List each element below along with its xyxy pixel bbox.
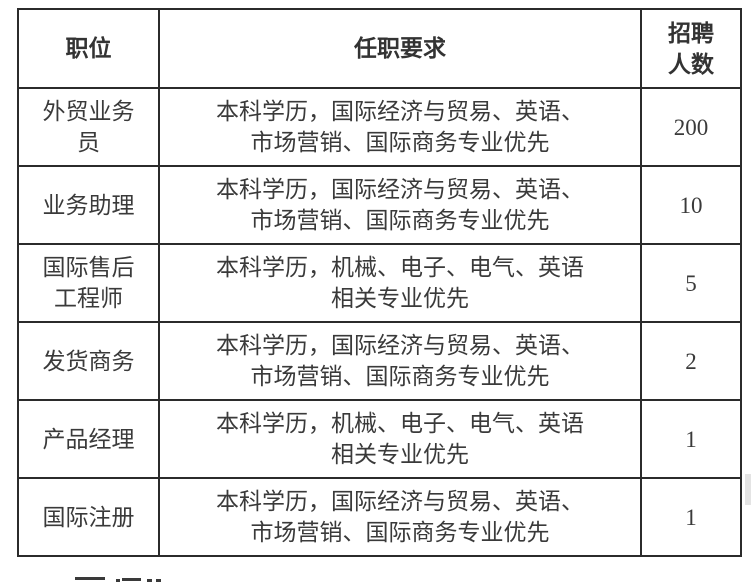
table-row: 业务助理 本科学历，国际经济与贸易、英语、 市场营销、国际商务专业优先 10 — [17, 165, 742, 245]
glyph-fragment — [147, 579, 152, 582]
requirements-cell: 本科学历，国际经济与贸易、英语、 市场营销、国际商务专业优先 — [158, 477, 642, 557]
position-cell: 外贸业务 员 — [17, 87, 160, 167]
table-row: 产品经理 本科学历，机械、电子、电气、英语 相关专业优先 1 — [17, 399, 742, 479]
recruitment-table: 职位 任职要求 招聘 人数 外贸业务 员 本科学历，国际经济与贸易、英语、 市场… — [17, 8, 742, 557]
requirements-cell: 本科学历，国际经济与贸易、英语、 市场营销、国际商务专业优先 — [158, 321, 642, 401]
position-cell: 国际注册 — [17, 477, 160, 557]
count-cell: 5 — [640, 243, 742, 323]
requirements-cell: 本科学历，国际经济与贸易、英语、 市场营销、国际商务专业优先 — [158, 87, 642, 167]
table-row: 外贸业务 员 本科学历，国际经济与贸易、英语、 市场营销、国际商务专业优先 20… — [17, 87, 742, 167]
table-row: 国际售后 工程师 本科学历，机械、电子、电气、英语 相关专业优先 5 — [17, 243, 742, 323]
table-header-row: 职位 任职要求 招聘 人数 — [17, 8, 742, 89]
count-cell: 1 — [640, 399, 742, 479]
requirements-cell: 本科学历，机械、电子、电气、英语 相关专业优先 — [158, 399, 642, 479]
count-cell: 2 — [640, 321, 742, 401]
position-cell: 产品经理 — [17, 399, 160, 479]
header-requirements: 任职要求 — [158, 8, 642, 89]
count-cell: 10 — [640, 165, 742, 245]
header-position: 职位 — [17, 8, 160, 89]
table-row: 国际注册 本科学历，国际经济与贸易、英语、 市场营销、国际商务专业优先 1 — [17, 477, 742, 557]
count-cell: 1 — [640, 477, 742, 557]
position-cell: 国际售后 工程师 — [17, 243, 160, 323]
table-row: 发货商务 本科学历，国际经济与贸易、英语、 市场营销、国际商务专业优先 2 — [17, 321, 742, 401]
position-cell: 业务助理 — [17, 165, 160, 245]
requirements-cell: 本科学历，国际经济与贸易、英语、 市场营销、国际商务专业优先 — [158, 165, 642, 245]
position-cell: 发货商务 — [17, 321, 160, 401]
glyph-fragment — [75, 577, 105, 580]
glyph-fragment — [116, 579, 120, 582]
requirements-cell: 本科学历，机械、电子、电气、英语 相关专业优先 — [158, 243, 642, 323]
count-cell: 200 — [640, 87, 742, 167]
scrollbar-fragment — [745, 474, 751, 505]
glyph-fragment — [122, 578, 141, 581]
header-count: 招聘 人数 — [640, 8, 742, 89]
glyph-fragment — [156, 579, 161, 582]
